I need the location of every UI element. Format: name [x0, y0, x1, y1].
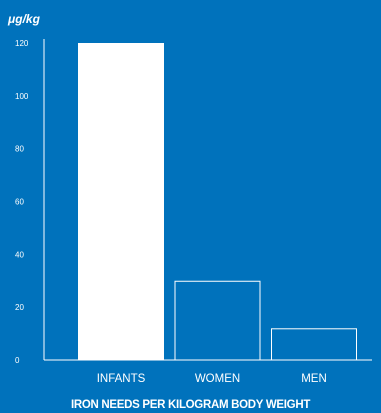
bar-women — [174, 280, 261, 361]
x-tick-label: MEN — [301, 373, 327, 385]
y-tick-label: 100 — [15, 92, 29, 101]
y-tick-label: 60 — [15, 198, 24, 207]
y-unit-label: μg/kg — [8, 12, 40, 26]
y-axis-ticks: 0 20 40 60 80 100 120 — [15, 39, 29, 365]
y-tick-label: 120 — [15, 39, 29, 48]
bar-men — [271, 328, 357, 361]
y-tick-label: 40 — [15, 250, 24, 259]
bars — [78, 43, 357, 361]
y-tick-label: 0 — [15, 356, 20, 365]
x-axis-labels: INFANTS WOMEN MEN — [97, 373, 327, 385]
x-tick-label: WOMEN — [195, 373, 240, 385]
bar-infants — [78, 43, 164, 360]
y-tick-label: 80 — [15, 145, 24, 154]
y-tick-label: 20 — [15, 303, 24, 312]
x-tick-label: INFANTS — [97, 373, 146, 385]
chart-title: IRON NEEDS PER KILOGRAM BODY WEIGHT — [70, 399, 311, 411]
